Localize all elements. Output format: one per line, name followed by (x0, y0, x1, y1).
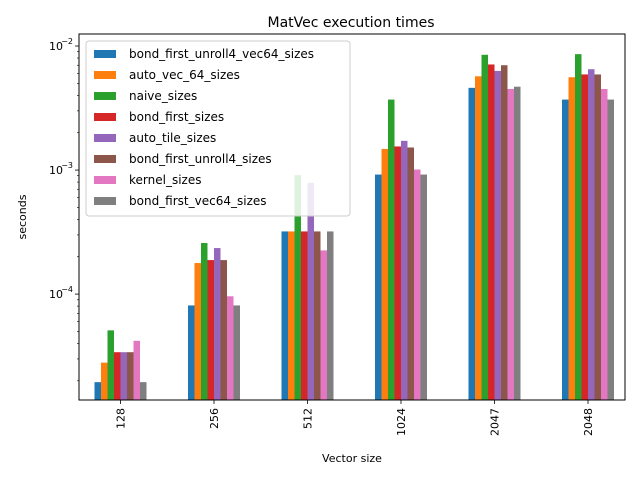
bar-kernel_sizes-128 (133, 340, 140, 400)
bar-bond_first_vec64_sizes-256 (233, 305, 240, 400)
legend-label-auto_vec_64_sizes: auto_vec_64_sizes (129, 68, 240, 82)
bar-bond_first_vec64_sizes-1024 (420, 174, 427, 400)
bar-bond_first_unroll4_sizes-128 (127, 352, 134, 400)
bar-kernel_sizes-256 (227, 296, 234, 400)
bar-bond_first_sizes-256 (207, 260, 214, 400)
y-tick-label: 10 (49, 288, 63, 301)
chart-title: MatVec execution times (268, 15, 435, 31)
bar-bond_first_sizes-2048 (581, 74, 588, 400)
bar-auto_tile_sizes-2047 (494, 70, 501, 400)
y-ticks: 10−410−310−2 (49, 37, 79, 301)
x-tick-label: 1024 (395, 408, 408, 436)
bar-bond_first_sizes-2047 (488, 64, 495, 400)
bars-layer (94, 54, 614, 401)
legend: bond_first_unroll4_vec64_sizes auto_vec_6… (85, 40, 351, 217)
bar-bond_first_sizes-512 (301, 231, 308, 400)
legend-label-bond_first_unroll4_sizes: bond_first_unroll4_sizes (129, 152, 272, 166)
bar-bond_first_unroll4_vec64_sizes-2048 (562, 99, 569, 400)
plot-frame (78, 33, 626, 401)
bar-bond_first_vec64_sizes-128 (140, 382, 147, 400)
bar-naive_sizes-2048 (575, 54, 582, 400)
bar-bond_first_sizes-1024 (394, 146, 401, 400)
bar-auto_vec_64_sizes-2048 (568, 77, 575, 400)
bar-naive_sizes-256 (201, 243, 208, 400)
bar-bond_first_unroll4_sizes-2048 (594, 74, 601, 400)
legend-label-auto_tile_sizes: auto_tile_sizes (129, 131, 216, 145)
bar-auto_vec_64_sizes-256 (194, 263, 201, 400)
bar-kernel_sizes-2047 (507, 89, 514, 400)
bar-kernel_sizes-2048 (601, 89, 608, 400)
bar-bond_first_unroll4_vec64_sizes-2047 (468, 87, 475, 400)
bar-bond_first_unroll4_sizes-256 (220, 260, 227, 400)
legend-label-kernel_sizes: kernel_sizes (129, 173, 201, 187)
bar-kernel_sizes-512 (320, 250, 327, 400)
x-tick-label: 2048 (582, 408, 595, 436)
x-tick-label: 128 (115, 408, 128, 429)
legend-swatch-auto_vec_64_sizes (94, 71, 116, 79)
legend-swatch-bond_first_unroll4_vec64_sizes (94, 50, 116, 58)
bar-bond_first_unroll4_sizes-512 (314, 231, 321, 400)
bar-bond_first_unroll4_sizes-1024 (407, 147, 414, 400)
y-axis-label: seconds (16, 194, 29, 239)
y-tick-exponent: −4 (61, 285, 73, 294)
legend-label-bond_first_vec64_sizes: bond_first_vec64_sizes (129, 194, 267, 208)
legend-swatch-kernel_sizes (94, 176, 116, 184)
bar-auto_vec_64_sizes-2047 (475, 76, 482, 401)
legend-label-bond_first_unroll4_vec64_sizes: bond_first_unroll4_vec64_sizes (129, 47, 314, 61)
x-tick-label: 2047 (489, 408, 502, 436)
bar-bond_first_unroll4_vec64_sizes-128 (94, 382, 101, 400)
bar-bond_first_unroll4_vec64_sizes-1024 (375, 174, 382, 400)
bar-bond_first_vec64_sizes-2048 (607, 99, 614, 400)
bar-bond_first_sizes-128 (114, 352, 121, 400)
y-tick-exponent: −2 (61, 37, 73, 46)
legend-swatch-bond_first_vec64_sizes (94, 197, 116, 205)
bar-bond_first_unroll4_vec64_sizes-256 (188, 305, 195, 400)
bar-auto_tile_sizes-128 (120, 352, 127, 400)
legend-label-naive_sizes: naive_sizes (129, 89, 197, 103)
bar-bond_first_vec64_sizes-2047 (514, 86, 521, 400)
x-tick-label: 512 (302, 408, 315, 429)
bar-auto_vec_64_sizes-128 (101, 362, 108, 400)
legend-box (85, 40, 351, 217)
bar-bond_first_vec64_sizes-512 (327, 231, 334, 400)
legend-swatch-auto_tile_sizes (94, 134, 116, 142)
bar-kernel_sizes-1024 (414, 169, 421, 400)
bar-auto_tile_sizes-256 (214, 248, 221, 400)
bar-auto_tile_sizes-1024 (401, 140, 408, 400)
x-axis-label: Vector size (322, 452, 382, 465)
x-ticks: 128 256 512 1024 2047 2048 (115, 400, 595, 436)
bar-auto_tile_sizes-2048 (588, 69, 595, 400)
bar-auto_vec_64_sizes-1024 (381, 148, 388, 400)
x-tick-label: 256 (208, 408, 221, 429)
bar-bond_first_unroll4_vec64_sizes-512 (281, 231, 288, 400)
bar-naive_sizes-128 (107, 330, 114, 400)
bar-auto_tile_sizes-512 (307, 182, 314, 400)
y-tick-exponent: −3 (61, 161, 73, 170)
legend-swatch-naive_sizes (94, 92, 116, 100)
bar-naive_sizes-1024 (388, 99, 395, 400)
y-tick-label: 10 (49, 164, 63, 177)
legend-label-bond_first_sizes: bond_first_sizes (129, 110, 224, 124)
bar-naive_sizes-2047 (481, 54, 488, 401)
y-tick-label: 10 (49, 40, 63, 53)
bar-bond_first_unroll4_sizes-2047 (501, 65, 508, 400)
legend-swatch-bond_first_unroll4_sizes (94, 155, 116, 163)
bar-auto_vec_64_sizes-512 (288, 231, 295, 400)
legend-swatch-bond_first_sizes (94, 113, 116, 121)
bar-naive_sizes-512 (294, 175, 301, 400)
